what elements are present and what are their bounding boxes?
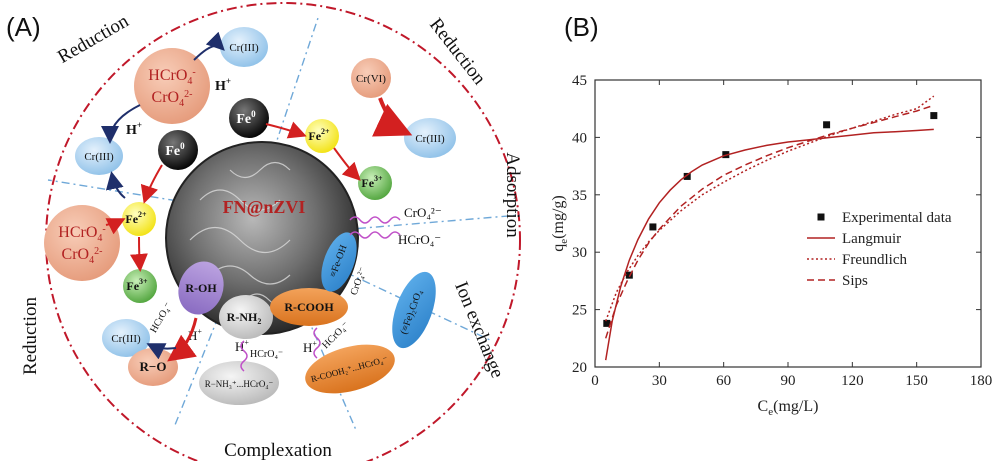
legend-swatch-experimental-data [817, 213, 825, 221]
x-tick-label: 60 [716, 373, 731, 389]
cr3-bubble-right: Cr(III) [404, 118, 456, 158]
svg-text:Cr(III): Cr(III) [415, 133, 445, 145]
legend-label-langmuir: Langmuir [842, 231, 901, 247]
rcooh-group: R-COOH [270, 288, 348, 326]
svg-text:Fe0: Fe0 [236, 109, 256, 127]
rnh2-hcro4-label: HCrO₄⁻ [250, 349, 283, 360]
cr3-bubble-bottom-left: Cr(III) [102, 319, 150, 357]
svg-text:Cr(VI): Cr(VI) [356, 73, 386, 85]
rnh2-group: R-NH2 [219, 295, 273, 339]
series-line-sips [604, 104, 935, 339]
data-point-experimental-data [930, 112, 938, 120]
adsorbed-cro4-label: CrO₄²⁻ [404, 205, 442, 220]
feoh-group: ≡Fe-OH [321, 232, 357, 292]
svg-text:CrO42-: CrO42- [62, 246, 103, 266]
fe2-sphere-right: Fe2+ [305, 119, 339, 153]
legend: Experimental data Langmuir Freundlich Sips [807, 210, 952, 289]
x-tick-label: 90 [781, 373, 796, 389]
cr3-bubble-left: Cr(III) [75, 137, 123, 175]
fe0-sphere-top: Fe0 [229, 98, 269, 138]
svg-text:R-OH: R-OH [185, 281, 217, 295]
series-line-langmuir [604, 128, 934, 361]
fe3-sphere-left: Fe3+ [123, 269, 157, 303]
y-axis-title: qe(mg/g) [550, 195, 570, 251]
chromate-bubble-left: HCrO4- CrO42- [44, 205, 120, 281]
fe2-sphere-left: Fe2+ [122, 202, 156, 236]
data-point-experimental-data [625, 271, 633, 279]
y-tick-label: 45 [572, 73, 587, 89]
chart-plot-area: 0 30 60 90 120 150 180 20 25 30 35 40 45 Experimenta… [572, 73, 992, 389]
data-point-experimental-data [823, 121, 831, 129]
legend-label-experimental-data: Experimental data [842, 210, 952, 226]
x-tick-label: 150 [905, 373, 928, 389]
x-tick-label: 0 [591, 373, 599, 389]
data-point-experimental-data [683, 172, 691, 180]
fe0-sphere-left: Fe0 [158, 130, 198, 170]
svg-text:CrO42-: CrO42- [152, 89, 193, 109]
y-tick-label: 20 [572, 360, 587, 376]
fe2cro4-product: (≡Fe)₂CrO₄ [392, 271, 436, 349]
svg-text:Fe3+: Fe3+ [126, 277, 148, 293]
h-plus-label-left: H+ [126, 120, 142, 138]
svg-text:Fe3+: Fe3+ [361, 174, 383, 190]
y-tick-label: 25 [572, 303, 587, 319]
sector-label-reduction-top-left: Reduction [54, 10, 133, 67]
sector-label-adsorption: Adsorption [502, 152, 523, 238]
sector-label-reduction-top-right: Reduction [425, 14, 490, 89]
x-tick-label: 120 [841, 373, 864, 389]
rnh3-product: R−NH₃⁺...HCrO₄⁻ [199, 361, 279, 405]
h-plus-label-bottom-3: H+ [303, 339, 317, 355]
svg-text:Fe0: Fe0 [165, 141, 185, 159]
mechanism-diagram: (A) Reduction Reduction Adsorption Ion e… [6, 2, 523, 461]
svg-text:Fe2+: Fe2+ [125, 210, 147, 226]
h-plus-label-bottom-2: H+ [235, 338, 249, 354]
roh-hcro4-label: HCrO₄⁻ [148, 301, 174, 335]
cr6-bubble: Cr(VI) [351, 58, 391, 98]
svg-text:HCrO4-: HCrO4- [148, 67, 195, 87]
fe3-sphere-right: Fe3+ [358, 166, 392, 200]
svg-text:Cr(III): Cr(III) [111, 333, 141, 345]
svg-text:HCrO4-: HCrO4- [58, 224, 105, 244]
rcooh2-product: R-COOH₂⁺...HCrO₄⁻ [305, 344, 395, 394]
x-tick-label: 30 [652, 373, 667, 389]
y-tick-label: 30 [572, 245, 587, 261]
legend-label-freundlich: Freundlich [842, 252, 907, 268]
core-label: FN@nZVI [223, 197, 306, 217]
ro-product: R−O [128, 348, 178, 386]
chromate-bubble-top: HCrO4- CrO42- [134, 48, 210, 124]
axis-ticks: 0 30 60 90 120 150 180 20 25 30 35 40 45 [572, 73, 992, 389]
y-tick-label: 40 [572, 130, 587, 146]
x-axis-title: Ce(mg/L) [758, 398, 819, 418]
svg-text:R-NH2: R-NH2 [227, 310, 262, 326]
svg-text:R-COOH: R-COOH [284, 300, 334, 314]
y-tick-label: 35 [572, 188, 587, 204]
svg-text:Fe2+: Fe2+ [308, 127, 330, 143]
svg-text:Cr(III): Cr(III) [229, 42, 259, 54]
rcooh-hcro4-label: HCrO₄⁻ [320, 320, 351, 351]
sector-label-ion-exchange: Ion exchange [450, 279, 508, 381]
h-plus-label-top: H+ [215, 76, 231, 94]
series-line-freundlich [604, 95, 935, 322]
adsorption-wavy-links [240, 216, 401, 372]
data-point-experimental-data [603, 319, 611, 327]
adsorbed-hcro4-label: HCrO₄⁻ [398, 232, 441, 247]
svg-text:Cr(III): Cr(III) [84, 151, 114, 163]
svg-text:R−NH₃⁺...HCrO₄⁻: R−NH₃⁺...HCrO₄⁻ [205, 379, 274, 389]
sector-label-reduction-left: Reduction [20, 296, 41, 375]
isotherm-chart: (B) 0 30 60 90 120 150 180 20 25 30 35 40 45 Experim… [550, 12, 992, 418]
reaction-arrows [101, 31, 413, 362]
legend-label-sips: Sips [842, 273, 868, 289]
panel-a-label: (A) [6, 12, 41, 42]
series-group [603, 95, 938, 361]
roh-group: R-OH [178, 261, 224, 315]
sector-label-complexation: Complexation [224, 440, 332, 461]
svg-text:R−O: R−O [140, 359, 167, 374]
data-point-experimental-data [649, 223, 657, 231]
x-tick-label: 180 [970, 373, 993, 389]
panel-b-label: (B) [564, 12, 599, 42]
cr3-bubble-top: Cr(III) [220, 27, 268, 67]
